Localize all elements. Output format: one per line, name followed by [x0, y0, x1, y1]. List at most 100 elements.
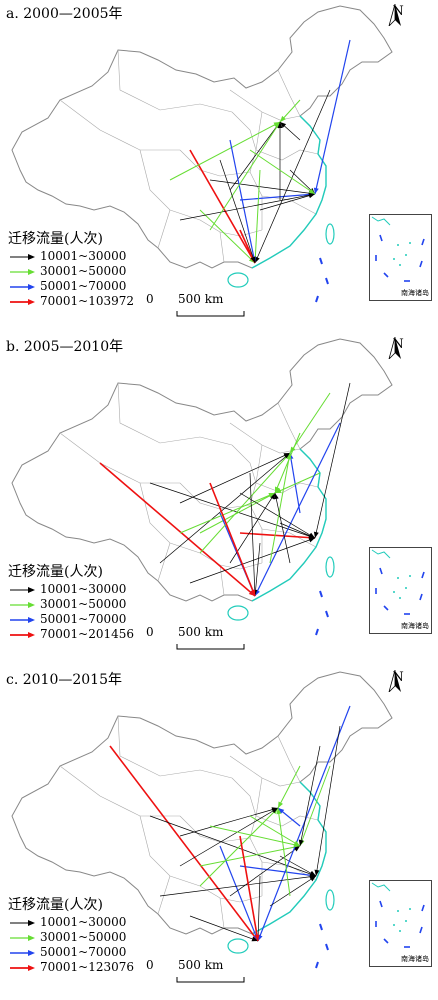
- province-boundary: [229, 89, 301, 121]
- flow-arrowhead: [280, 122, 287, 128]
- flow-lines: [109, 705, 351, 942]
- legend-item: 70001~123076: [8, 960, 134, 975]
- province-boundary: [229, 755, 301, 787]
- flow-line: [239, 835, 259, 942]
- province-boundary: [139, 482, 201, 554]
- inset-dash: [421, 571, 425, 579]
- inset-map: [371, 882, 425, 948]
- inset-dash: [419, 593, 423, 601]
- flow-line: [209, 121, 281, 231]
- flow-line: [199, 209, 256, 264]
- flow-line: [249, 815, 301, 847]
- province-boundary: [157, 209, 171, 249]
- inset-island: [397, 910, 399, 912]
- flow-arrowhead: [275, 486, 280, 493]
- inset-island: [399, 264, 401, 266]
- flow-arrowhead: [308, 188, 315, 194]
- flow-line: [274, 492, 291, 564]
- flow-line: [274, 432, 301, 494]
- flow-line: [274, 472, 321, 494]
- flow-arrowhead: [273, 493, 279, 500]
- flow-arrowhead: [248, 590, 255, 596]
- dash-mark: [315, 628, 319, 636]
- flow-line: [199, 807, 279, 887]
- inset-island: [405, 254, 407, 256]
- panel-title: b. 2005—2010年: [6, 339, 124, 355]
- flow-line: [189, 915, 259, 942]
- legend-item: 70001~201456: [8, 627, 134, 642]
- map-svg-b: [11, 338, 393, 636]
- flow-arrowhead: [314, 869, 320, 876]
- inset-island: [397, 244, 399, 246]
- flow-arrowhead: [286, 453, 292, 460]
- scale-bar-icon: 0 500 km: [146, 958, 245, 986]
- province-boundary: [255, 815, 319, 827]
- north-label: N: [392, 4, 404, 19]
- flow-line: [315, 725, 341, 877]
- north-label: N: [392, 337, 404, 352]
- inset-map: [371, 549, 425, 615]
- inset-island: [393, 258, 395, 260]
- inset-dash: [379, 234, 383, 242]
- inset-dash: [383, 605, 389, 611]
- dash-mark: [319, 923, 323, 931]
- north-arrow-icon: N: [388, 670, 408, 692]
- inset-coast: [371, 882, 391, 892]
- province-boundary: [157, 875, 171, 915]
- flow-line: [249, 149, 316, 195]
- flow-line: [239, 229, 256, 264]
- flow-line: [254, 422, 341, 597]
- flow-arrowhead: [280, 115, 286, 122]
- inset-coast: [371, 549, 391, 559]
- flow-line: [239, 865, 317, 877]
- flow-line: [254, 89, 331, 264]
- legend-item: 10001~30000: [8, 249, 134, 264]
- inset-dash: [421, 904, 425, 912]
- flow-line: [254, 169, 261, 264]
- china-outline: [11, 671, 393, 969]
- flow-line: [257, 875, 261, 942]
- legend: 迁移流量(人次) 10001~30000 30001~50000 50001~7…: [8, 232, 134, 309]
- province-boundary: [231, 777, 257, 839]
- china-border: [11, 5, 393, 269]
- china-outline: [11, 338, 393, 636]
- hainan-island: [227, 938, 249, 954]
- map-panel-c: c. 2010—2015年 N 迁移流量(人次) 10001~30000 300…: [0, 666, 438, 999]
- inset-island: [393, 591, 395, 593]
- scale-label: 500 km: [178, 625, 224, 639]
- inset-label: 南海诸岛: [401, 289, 429, 297]
- map-panel-b: b. 2005—2010年 N 迁移流量(人次) 10001~30000 300…: [0, 333, 438, 666]
- province-boundary: [59, 432, 180, 484]
- north-label: N: [392, 670, 404, 685]
- flow-line: [159, 452, 291, 564]
- province-boundary: [179, 815, 251, 843]
- legend-title: 迁移流量(人次): [8, 564, 103, 580]
- province-boundary: [157, 542, 171, 582]
- flow-line: [299, 745, 321, 847]
- flow-line: [257, 705, 351, 942]
- legend-item: 50001~70000: [8, 945, 134, 960]
- panel-title: a. 2000—2005年: [6, 6, 123, 22]
- flow-line: [239, 193, 316, 201]
- province-boundary: [255, 444, 263, 484]
- flow-line: [279, 855, 317, 877]
- coastline: [251, 781, 327, 935]
- province-boundary: [277, 69, 301, 117]
- flow-line: [229, 845, 301, 897]
- province-boundary: [255, 149, 319, 161]
- scale-bar-icon: 0 500 km: [146, 292, 245, 320]
- flow-line: [199, 452, 291, 554]
- province-boundary: [219, 564, 225, 596]
- inset-island: [393, 924, 395, 926]
- inset-dash: [383, 938, 389, 944]
- flow-arrowhead: [275, 488, 282, 493]
- flow-line: [159, 875, 317, 897]
- legend-item: 30001~50000: [8, 264, 134, 279]
- flow-line: [299, 765, 331, 847]
- flow-arrowhead: [313, 187, 319, 194]
- flow-arrowhead: [293, 842, 300, 848]
- flow-line: [179, 452, 291, 504]
- flow-arrowhead: [278, 808, 285, 814]
- dash-mark: [319, 257, 323, 265]
- scale-bar-icon: 0 500 km: [146, 625, 245, 653]
